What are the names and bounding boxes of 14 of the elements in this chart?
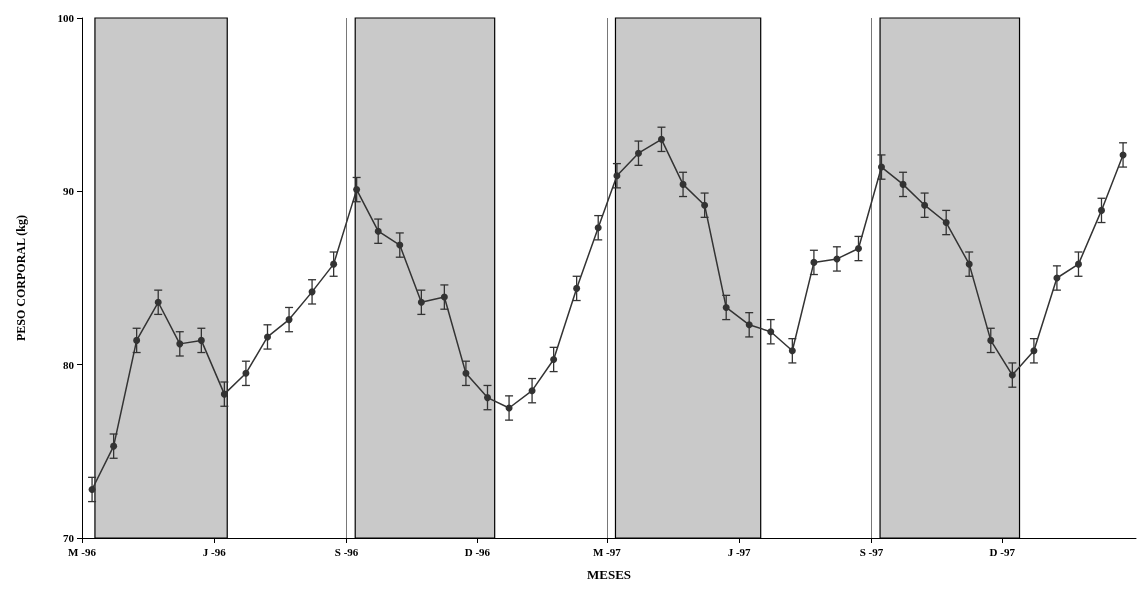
x-tick-label: M -96 — [68, 545, 97, 558]
x-tick-label: J -97 — [727, 545, 752, 558]
x-tick-label: S -97 — [859, 545, 884, 558]
y-tick-label: 90 — [63, 185, 75, 198]
x-tick-label: D -97 — [989, 545, 1016, 558]
x-tick-label: M -97 — [592, 545, 622, 558]
x-tick-label: J -96 — [202, 545, 227, 558]
y-tick-label: 70 — [63, 532, 75, 544]
y-tick-label: 80 — [63, 358, 75, 371]
x-axis-title: MESES — [586, 567, 632, 582]
y-axis-title: PESO CORPORAL (kg) — [14, 214, 28, 342]
x-tick-label: S -96 — [334, 545, 359, 558]
y-tick-label: 100 — [57, 12, 75, 24]
x-tick-label: D -96 — [464, 545, 491, 558]
